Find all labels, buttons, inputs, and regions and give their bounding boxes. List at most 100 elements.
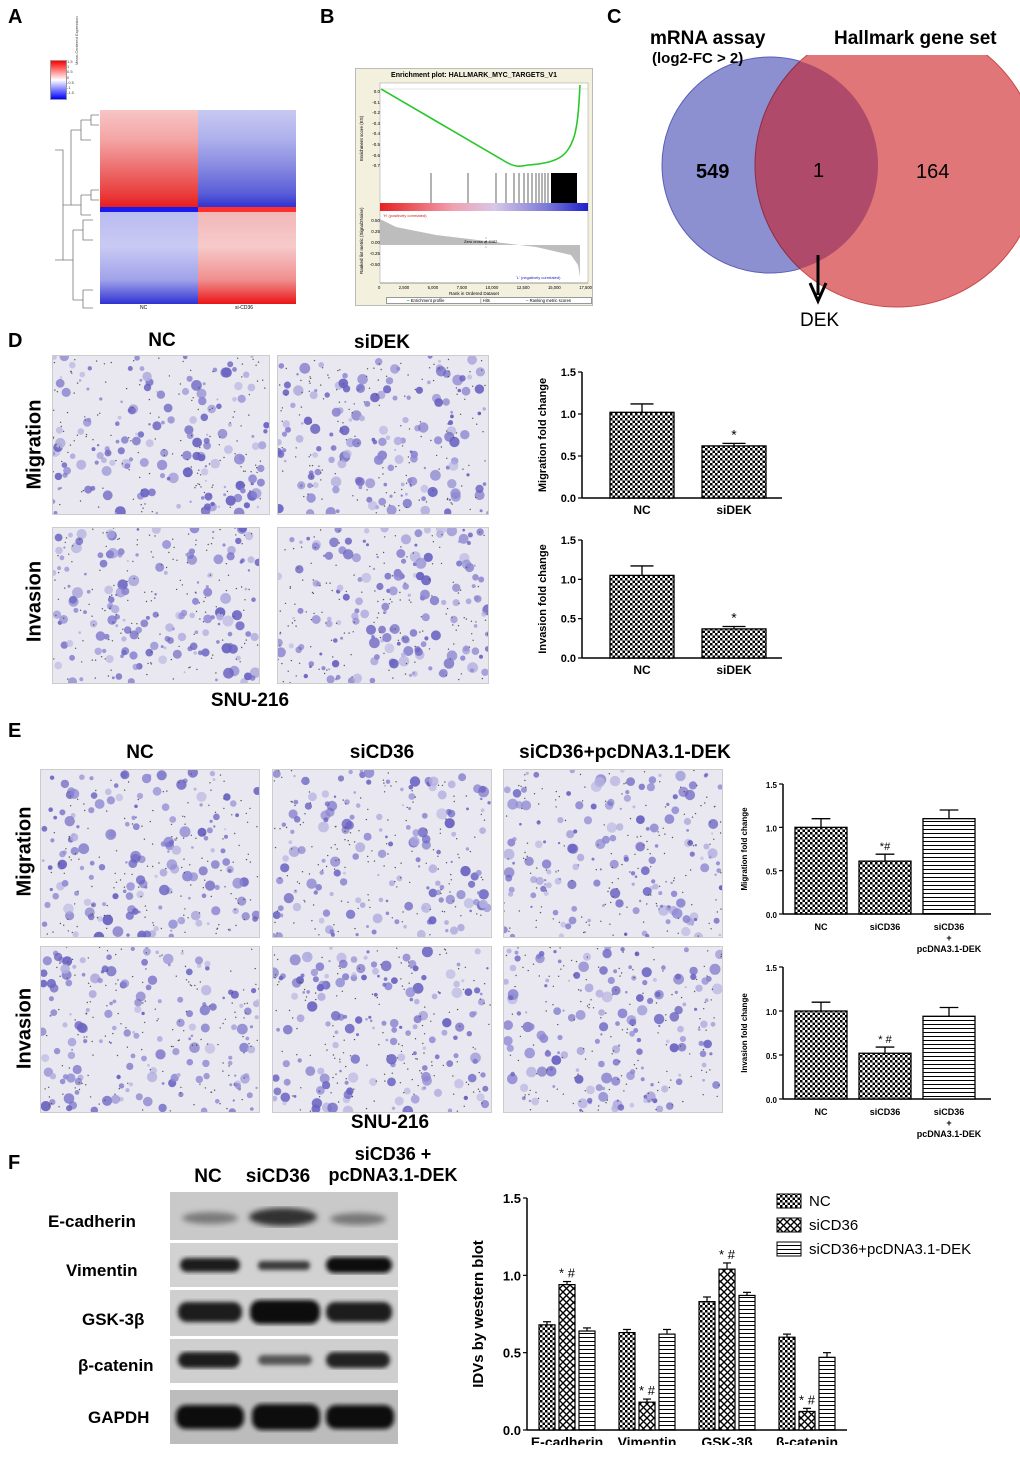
micrograph-texture (53, 356, 269, 514)
e-col-header-rescue: siCD36+pcDNA3.1-DEK (519, 742, 731, 763)
panel-label-f: F (8, 1152, 21, 1174)
micrograph-texture (278, 356, 488, 514)
bar (922, 818, 976, 915)
significance-mark: * (731, 610, 737, 626)
heatmap-matrix (100, 110, 296, 304)
significance-mark: * # (878, 1034, 892, 1046)
y-tick-label: 1.0 (503, 1268, 521, 1283)
y-tick-label: 0.0 (503, 1423, 521, 1438)
e-micrograph-rescue-migration (503, 769, 723, 938)
y-tick-label: 0.5 (766, 1052, 778, 1061)
f-lane-nc: NC (194, 1166, 222, 1187)
wb-label-ecadherin: E-cadherin (48, 1212, 136, 1231)
venn-diagram (661, 55, 1020, 308)
d-micrograph-sidek-invasion (277, 527, 489, 684)
y-axis-label: Invasion fold change (537, 544, 549, 653)
chart-d-migration: 0.0 0.5 1.0 1.5 Migration fold change NC * siDE… (537, 367, 782, 517)
bar (922, 1015, 976, 1100)
gsea-canvas (379, 82, 589, 284)
y-tick-label: 1.5 (766, 964, 778, 973)
panel-label-e: E (8, 720, 22, 742)
category-label: pcDNA3.1-DEK (917, 944, 982, 954)
y-tick-label: 1.0 (561, 574, 576, 586)
venn-left-title: mRNA assay (650, 28, 766, 49)
y-tick-label: 1.5 (561, 367, 576, 379)
bar (558, 1284, 576, 1431)
gsea-title: Enrichment plot: HALLMARK_MYC_TARGETS_V1 (391, 72, 557, 79)
legend-label: siCD36+pcDNA3.1-DEK (809, 1241, 971, 1258)
e-col-header-nc: NC (126, 742, 154, 763)
category-label: + (946, 1118, 951, 1128)
y-tick-label: 0.5 (561, 451, 576, 463)
y-tick-label: 1.0 (766, 824, 778, 833)
venn-right-title: Hallmark gene set (834, 28, 997, 49)
venn-overlap (754, 57, 878, 273)
venn-left-count: 549 (696, 161, 730, 183)
venn-right-count: 164 (916, 161, 950, 183)
e-row-label-invasion: Invasion (13, 987, 36, 1070)
significance-mark: * # (559, 1266, 576, 1281)
bar (538, 1324, 556, 1431)
gsea-pos-label: 'H' (positively correlated) (383, 213, 427, 218)
wb-label-vimentin: Vimentin (66, 1261, 138, 1280)
panel-label-a: A (8, 6, 23, 28)
bar (718, 1268, 736, 1431)
micrograph-texture (41, 770, 259, 937)
gsea-rank-label: Ranked list metric (Signal2Noise) (359, 207, 364, 274)
e-micrograph-sicd36-migration (272, 769, 492, 938)
significance-mark: * # (719, 1247, 736, 1262)
wb-label-gapdh: GAPDH (88, 1408, 150, 1427)
bar (609, 411, 675, 499)
category-label: siDEK (716, 663, 752, 677)
significance-mark: * # (639, 1383, 656, 1398)
e-micrograph-rescue-invasion (503, 946, 723, 1113)
gsea-hits (430, 173, 549, 203)
micrograph-texture (273, 770, 491, 937)
e-col-header-sicd36: siCD36 (349, 742, 415, 763)
y-tick-label: 1.0 (561, 409, 576, 421)
y-axis-label: IDVs by western blot (470, 1240, 487, 1388)
y-tick-label: 0.0 (561, 653, 576, 665)
category-label: NC (633, 663, 651, 677)
micrograph-texture (504, 947, 722, 1112)
y-axis-label: Migration fold change (740, 807, 749, 891)
category-label: siCD36 (934, 1107, 965, 1117)
venn-arrowhead (808, 282, 828, 305)
bar (858, 860, 912, 915)
d-col-header-sidek: siDEK (354, 332, 410, 353)
bar (701, 628, 767, 659)
heatmap: 1.5 1 0.5 0 -0.5 -1 -1.5 Mean-Centered Express… (45, 16, 305, 315)
y-tick-label: 0.0 (766, 1096, 778, 1105)
y-tick-label: 1.5 (503, 1191, 521, 1206)
wb-label-gsk3b: GSK-3β (82, 1310, 145, 1329)
category-label: + (946, 933, 951, 943)
d-col-header-nc: NC (148, 330, 176, 351)
legend-label: siCD36 (809, 1217, 858, 1234)
significance-mark: *# (880, 841, 891, 853)
bar (858, 1052, 912, 1100)
f-lane-rescue: siCD36 + pcDNA3.1-DEK (328, 1144, 458, 1185)
legend-swatch (776, 1241, 802, 1257)
y-tick-label: 0.5 (766, 868, 778, 877)
bar (738, 1294, 756, 1431)
gsea-neg-label: 'L' (negatively correlated) (516, 275, 561, 280)
significance-mark: * (731, 426, 737, 442)
y-tick-label: 1.5 (766, 781, 778, 790)
d-cell-line: SNU-216 (210, 690, 290, 711)
y-axis-label: Invasion fold change (740, 993, 749, 1073)
category-label: siCD36 (870, 1107, 901, 1117)
category-label: E-cadherin (531, 1434, 603, 1445)
category-label: pcDNA3.1-DEK (917, 1129, 982, 1139)
heatmap-dendrogram (55, 114, 99, 309)
e-row-label-migration: Migration (13, 806, 36, 897)
y-tick-label: 0.0 (766, 911, 778, 920)
micrograph-texture (53, 528, 259, 683)
chart-e-migration: 0.0 0.5 1.0 1.5 Migration fold change NC *# siC… (740, 781, 991, 954)
e-cell-line: SNU-216 (350, 1112, 430, 1133)
chart-e-invasion: 0.0 0.5 1.0 1.5 Invasion fold change NC * # siC… (740, 964, 991, 1139)
bar (698, 1301, 716, 1431)
d-micrograph-sidek-migration (277, 355, 489, 515)
western-blot (170, 1192, 398, 1444)
legend-swatch (776, 1217, 802, 1233)
legend-swatch (776, 1193, 802, 1209)
